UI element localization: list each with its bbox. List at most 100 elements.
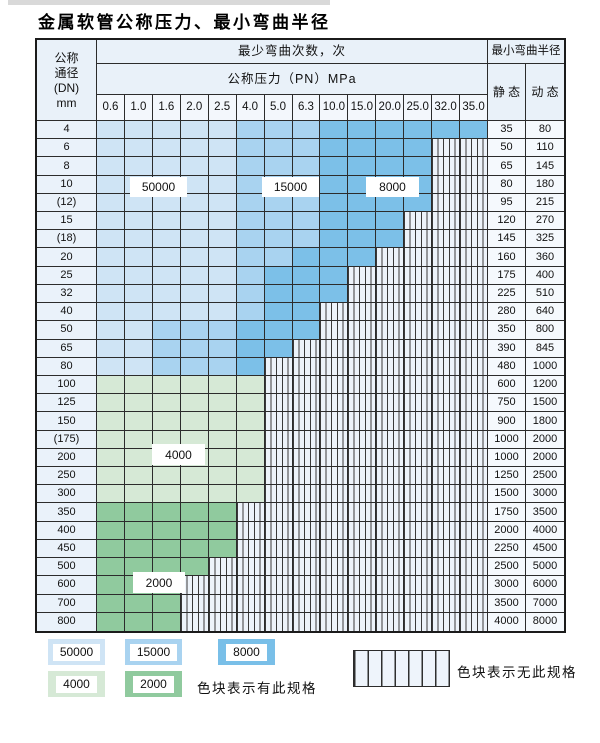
spec-cell	[180, 412, 209, 431]
spec-cell	[348, 485, 377, 504]
spec-cell	[208, 448, 237, 468]
spec-cell	[124, 139, 153, 158]
spec-cell	[460, 266, 488, 285]
spec-cell	[292, 539, 321, 559]
spec-cell	[376, 558, 405, 577]
spec-cell	[236, 321, 265, 340]
legend-swatch-50000: 50000	[48, 639, 105, 665]
spec-cell	[180, 357, 209, 376]
spec-cell	[236, 339, 265, 358]
dynamic-radius-cell: 640	[526, 303, 564, 322]
spec-cell	[432, 430, 461, 449]
spec-cell	[292, 521, 321, 540]
spec-cell	[320, 503, 349, 522]
spec-cell	[124, 394, 153, 413]
spec-cell	[348, 357, 377, 376]
spec-cell	[152, 412, 181, 431]
spec-cell	[97, 503, 125, 522]
static-radius-cell: 1500	[488, 485, 526, 504]
spec-cell	[264, 594, 293, 613]
dynamic-radius-cell: 3500	[526, 503, 564, 522]
spec-cell	[432, 230, 461, 249]
spec-cell	[292, 266, 321, 285]
spec-cell	[208, 321, 237, 340]
corner-line-4: mm	[56, 95, 77, 110]
spec-cell	[404, 576, 433, 595]
pressure-col-header: 4.0	[236, 95, 265, 121]
dn-cell: (175)	[37, 430, 97, 449]
spec-cell	[404, 139, 433, 158]
spec-cell	[208, 284, 237, 304]
spec-cell	[97, 121, 125, 140]
spec-cell	[124, 303, 153, 322]
spec-cell	[404, 339, 433, 358]
spec-cell	[97, 576, 125, 595]
spec-cell	[97, 430, 125, 449]
dn-cell: 15	[37, 212, 97, 231]
spec-cell	[404, 448, 433, 468]
spec-cell	[460, 503, 488, 522]
spec-cell	[180, 212, 209, 231]
spec-cell	[97, 193, 125, 213]
spec-cell	[404, 230, 433, 249]
spec-cell	[292, 230, 321, 249]
spec-cell	[236, 394, 265, 413]
spec-cell	[292, 193, 321, 213]
legend-no-spec-text: 色块表示无此规格	[457, 665, 577, 680]
spec-cell	[460, 357, 488, 376]
dynamic-radius-cell: 1800	[526, 412, 564, 431]
spec-cell	[320, 139, 349, 158]
spec-cell	[376, 394, 405, 413]
spec-cell	[432, 448, 461, 468]
spec-cell	[432, 248, 461, 267]
spec-cell	[404, 485, 433, 504]
spec-cell	[236, 448, 265, 468]
spec-cell	[292, 467, 321, 486]
spec-cell	[124, 212, 153, 231]
spec-cell	[404, 503, 433, 522]
spec-cell	[180, 558, 209, 577]
spec-cell	[180, 503, 209, 522]
spec-cell	[432, 303, 461, 322]
spec-cell	[376, 266, 405, 285]
spec-cell	[404, 539, 433, 559]
spec-cell	[180, 375, 209, 395]
dynamic-radius-cell: 180	[526, 175, 564, 194]
spec-cell	[348, 339, 377, 358]
spec-cell	[97, 558, 125, 577]
spec-cell	[208, 266, 237, 285]
spec-cell	[97, 375, 125, 395]
spec-cell	[236, 503, 265, 522]
pressure-col-header: 2.5	[208, 95, 237, 121]
dn-cell: 125	[37, 394, 97, 413]
cycle-count-label: 15000	[262, 177, 319, 197]
spec-cell	[97, 448, 125, 468]
dn-cell: 8	[37, 157, 97, 176]
spec-cell	[180, 157, 209, 176]
spec-cell	[292, 357, 321, 376]
spec-cell	[97, 467, 125, 486]
spec-cell	[404, 412, 433, 431]
spec-cell	[124, 321, 153, 340]
spec-cell	[152, 139, 181, 158]
spec-cell	[404, 612, 433, 631]
spec-cell	[292, 303, 321, 322]
spec-cell	[376, 503, 405, 522]
spec-cell	[264, 412, 293, 431]
static-radius-cell: 160	[488, 248, 526, 267]
spec-cell	[348, 448, 377, 468]
spec-cell	[152, 193, 181, 213]
spec-cell	[264, 467, 293, 486]
spec-cell	[292, 503, 321, 522]
dn-cell: 700	[37, 594, 97, 613]
cycle-count-label: 50000	[130, 177, 187, 197]
spec-cell	[320, 558, 349, 577]
spec-cell	[376, 467, 405, 486]
spec-cell	[236, 521, 265, 540]
spec-cell	[180, 193, 209, 213]
spec-cell	[97, 212, 125, 231]
static-radius-cell: 750	[488, 394, 526, 413]
spec-cell	[404, 266, 433, 285]
spec-cell	[460, 193, 488, 213]
